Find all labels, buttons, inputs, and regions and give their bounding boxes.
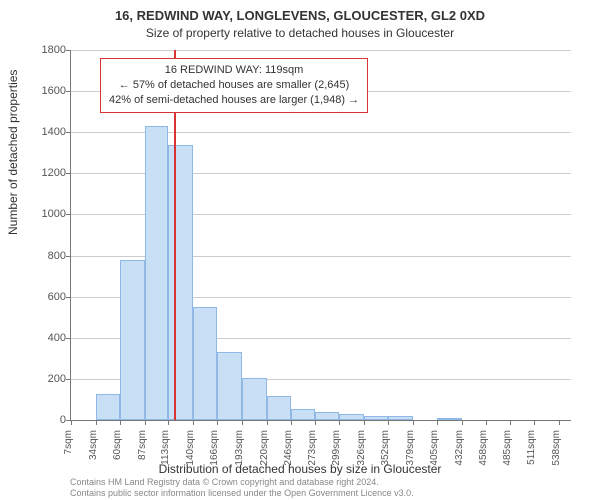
xtick-mark	[120, 420, 121, 425]
xtick-mark	[462, 420, 463, 425]
histogram-bar	[193, 307, 217, 420]
ytick-mark	[66, 214, 71, 215]
ytick-label: 1200	[30, 167, 66, 179]
ytick-mark	[66, 338, 71, 339]
histogram-chart: 16, REDWIND WAY, LONGLEVENS, GLOUCESTER,…	[0, 0, 600, 500]
gridline	[71, 50, 571, 51]
ytick-label: 1400	[30, 126, 66, 138]
histogram-bar	[364, 416, 388, 420]
xtick-mark	[291, 420, 292, 425]
credits: Contains HM Land Registry data © Crown c…	[70, 477, 414, 498]
xtick-mark	[193, 420, 194, 425]
histogram-bar	[96, 394, 120, 420]
callout-line3: 42% of semi-detached houses are larger (…	[109, 93, 359, 108]
xtick-mark	[413, 420, 414, 425]
ytick-label: 1000	[30, 208, 66, 220]
histogram-bar	[120, 260, 145, 420]
histogram-bar	[291, 409, 316, 420]
xtick-mark	[510, 420, 511, 425]
histogram-bar	[339, 414, 364, 420]
callout-line2: ← 57% of detached houses are smaller (2,…	[109, 78, 359, 93]
ytick-mark	[66, 132, 71, 133]
ytick-label: 1600	[30, 85, 66, 97]
xtick-mark	[242, 420, 243, 425]
ytick-label: 0	[30, 414, 66, 426]
chart-title-line1: 16, REDWIND WAY, LONGLEVENS, GLOUCESTER,…	[0, 8, 600, 23]
ytick-mark	[66, 379, 71, 380]
ytick-label: 600	[30, 291, 66, 303]
ytick-mark	[66, 50, 71, 51]
xtick-mark	[315, 420, 316, 425]
xtick-mark	[96, 420, 97, 425]
xtick-mark	[217, 420, 218, 425]
histogram-bar	[315, 412, 339, 420]
xtick-mark	[486, 420, 487, 425]
ytick-label: 1800	[30, 44, 66, 56]
credits-line1: Contains HM Land Registry data © Crown c…	[70, 477, 414, 487]
histogram-bar	[145, 126, 169, 420]
ytick-label: 200	[30, 373, 66, 385]
xtick-mark	[559, 420, 560, 425]
ytick-label: 800	[30, 250, 66, 262]
y-axis-label: Number of detached properties	[6, 70, 20, 235]
ytick-mark	[66, 256, 71, 257]
xtick-mark	[339, 420, 340, 425]
xtick-mark	[71, 420, 72, 425]
xtick-mark	[364, 420, 365, 425]
ytick-mark	[66, 173, 71, 174]
chart-title-line2: Size of property relative to detached ho…	[0, 26, 600, 40]
xtick-mark	[168, 420, 169, 425]
histogram-bar	[388, 416, 413, 420]
histogram-bar	[168, 145, 193, 420]
xtick-mark	[437, 420, 438, 425]
credits-line2: Contains public sector information licen…	[70, 488, 414, 498]
xtick-mark	[145, 420, 146, 425]
histogram-bar	[217, 352, 242, 420]
ytick-mark	[66, 297, 71, 298]
histogram-bar	[437, 418, 462, 420]
callout-box: 16 REDWIND WAY: 119sqm ← 57% of detached…	[100, 58, 368, 113]
xtick-mark	[534, 420, 535, 425]
callout-line1: 16 REDWIND WAY: 119sqm	[109, 63, 359, 78]
xtick-mark	[388, 420, 389, 425]
ytick-label: 400	[30, 332, 66, 344]
histogram-bar	[267, 396, 291, 420]
ytick-mark	[66, 91, 71, 92]
xtick-mark	[267, 420, 268, 425]
histogram-bar	[242, 378, 267, 420]
